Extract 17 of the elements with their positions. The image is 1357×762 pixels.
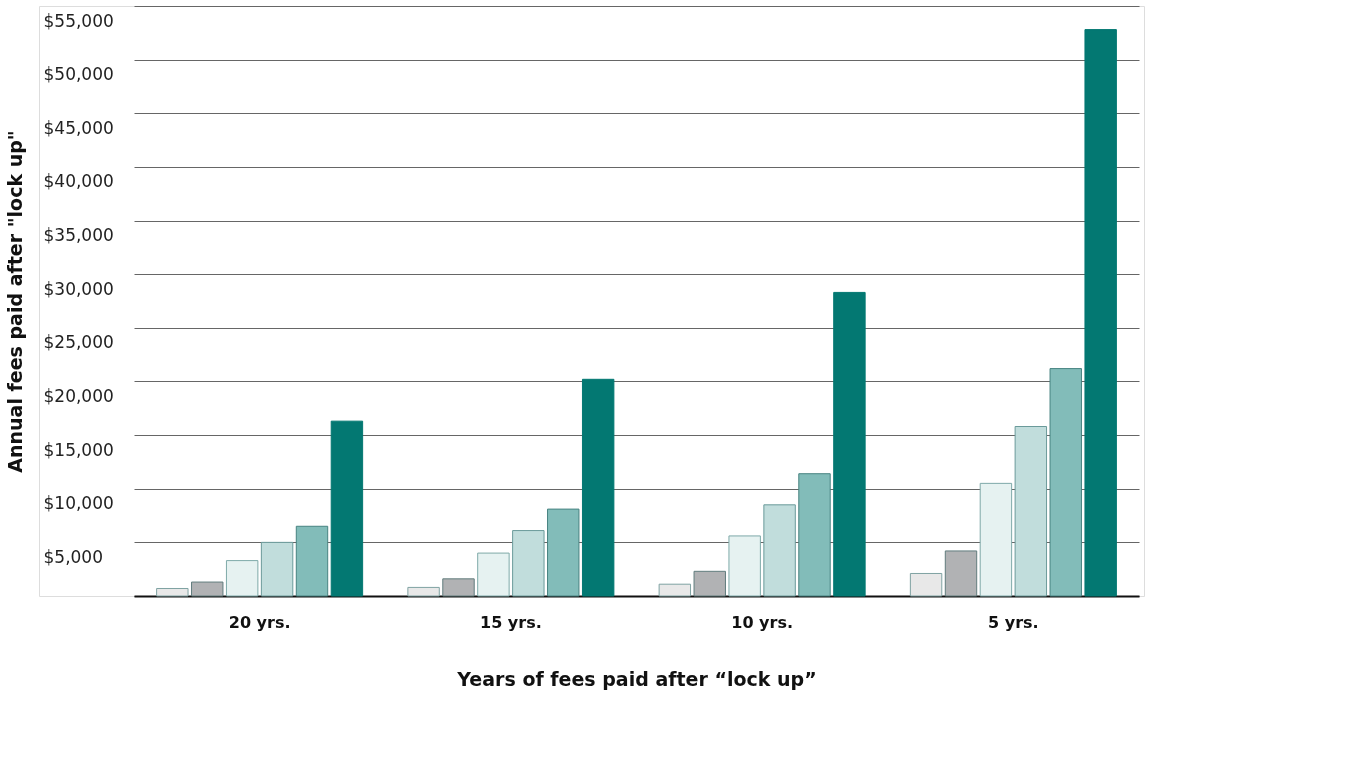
y-tick-label: $30,000: [43, 278, 114, 299]
y-tick-label: $5,000: [43, 546, 103, 567]
y-tick-label: $45,000: [43, 117, 114, 138]
y-tick-label: $20,000: [43, 385, 114, 406]
y-tick-label: $15,000: [43, 439, 114, 460]
y-tick-label: $50,000: [43, 64, 114, 85]
y-tick-label: $35,000: [43, 225, 114, 246]
x-tick-label: 15 yrs.: [479, 612, 542, 632]
y-tick-label: $40,000: [43, 171, 114, 192]
y-tick-label: $25,000: [43, 332, 114, 353]
x-axis-title: Years of fees paid after “lock up”: [456, 667, 817, 690]
x-tick-label: 5 yrs.: [988, 612, 1039, 632]
x-tick-label: 20 yrs.: [228, 612, 291, 632]
y-tick-label: $10,000: [43, 493, 114, 514]
x-tick-label: 10 yrs.: [731, 612, 794, 632]
y-axis-title: Annual fees paid after "lock up": [3, 130, 26, 473]
y-tick-label: $55,000: [43, 10, 114, 31]
